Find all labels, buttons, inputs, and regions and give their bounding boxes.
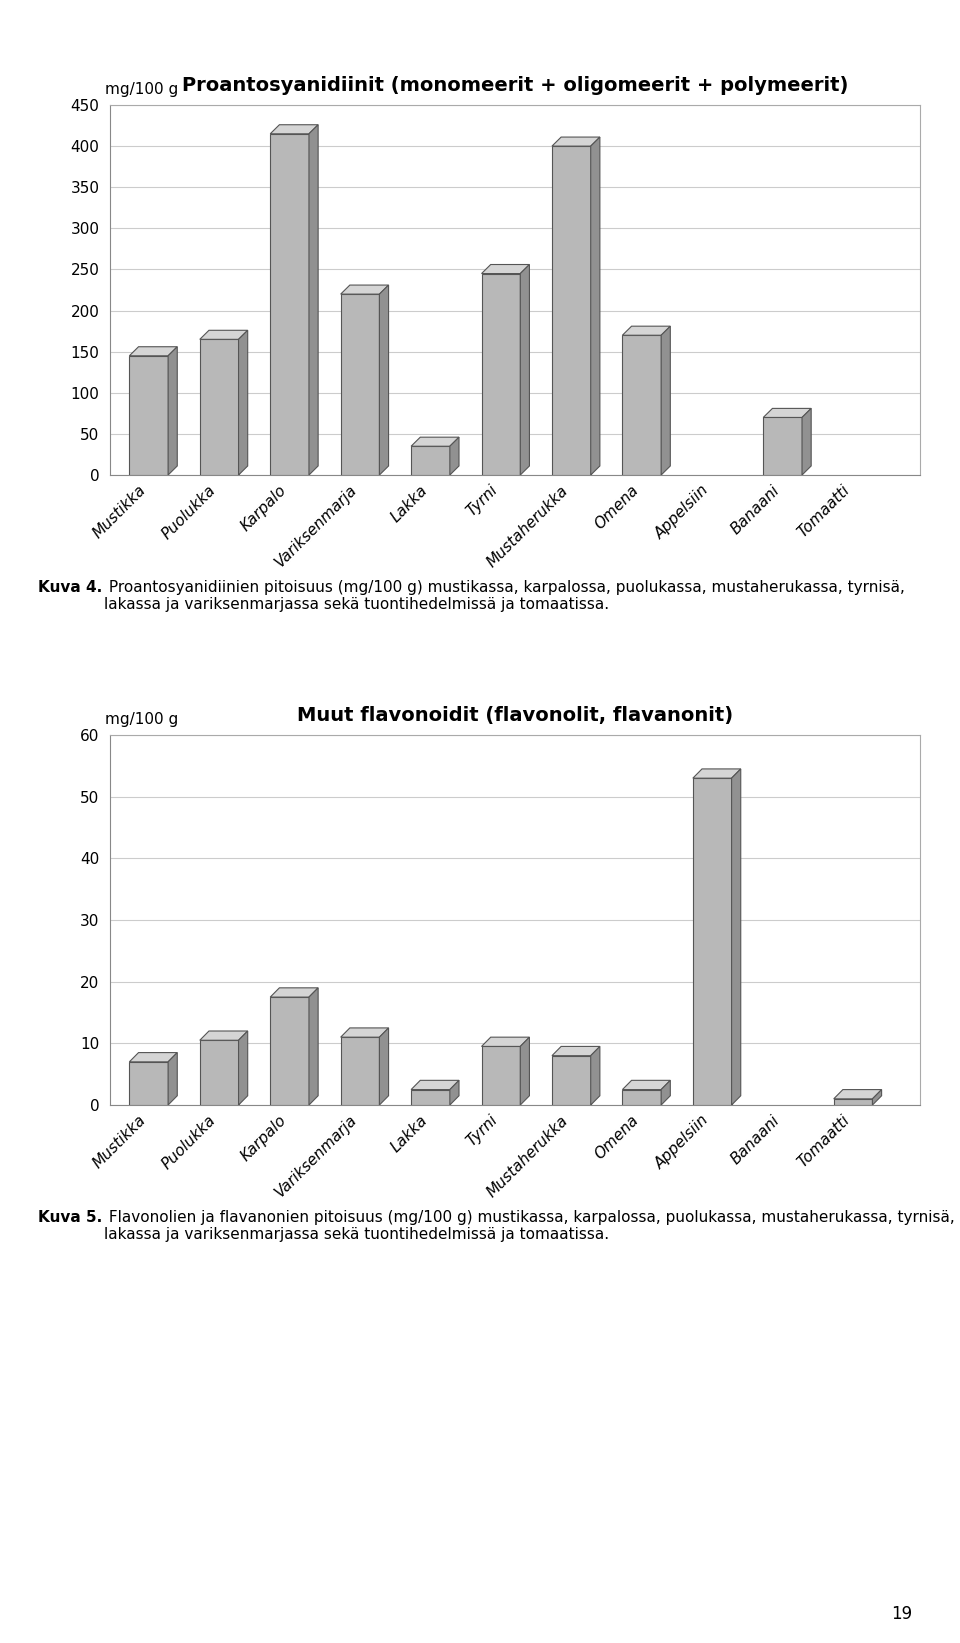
- Polygon shape: [168, 1053, 178, 1106]
- Polygon shape: [693, 769, 741, 779]
- Polygon shape: [552, 1047, 600, 1056]
- Bar: [833, 1099, 873, 1106]
- Polygon shape: [732, 769, 741, 1106]
- Polygon shape: [590, 136, 600, 475]
- Polygon shape: [341, 286, 389, 294]
- Polygon shape: [130, 347, 178, 357]
- Polygon shape: [130, 1053, 178, 1061]
- Text: Kuva 4.: Kuva 4.: [38, 580, 103, 595]
- Bar: [411, 1089, 450, 1106]
- Bar: [200, 1040, 238, 1106]
- Polygon shape: [238, 330, 248, 475]
- Bar: [341, 1037, 379, 1106]
- Polygon shape: [309, 987, 318, 1106]
- Text: mg/100 g: mg/100 g: [106, 711, 179, 726]
- Polygon shape: [270, 125, 318, 133]
- Polygon shape: [411, 437, 459, 447]
- Polygon shape: [270, 987, 318, 997]
- Polygon shape: [379, 1029, 389, 1106]
- Bar: [482, 273, 520, 475]
- Polygon shape: [450, 1081, 459, 1106]
- Polygon shape: [309, 125, 318, 475]
- Polygon shape: [873, 1089, 881, 1106]
- Polygon shape: [238, 1032, 248, 1106]
- Bar: [763, 417, 802, 475]
- Text: Flavonolien ja flavanonien pitoisuus (mg/100 g) mustikassa, karpalossa, puolukas: Flavonolien ja flavanonien pitoisuus (mg…: [104, 1209, 954, 1242]
- Polygon shape: [661, 327, 670, 475]
- Bar: [341, 294, 379, 475]
- Bar: [130, 357, 168, 475]
- Bar: [552, 1056, 590, 1106]
- Bar: [270, 133, 309, 475]
- Polygon shape: [450, 437, 459, 475]
- Polygon shape: [833, 1089, 881, 1099]
- Polygon shape: [520, 1037, 529, 1106]
- Polygon shape: [482, 265, 529, 273]
- Text: 19: 19: [891, 1605, 912, 1623]
- Bar: [622, 1089, 661, 1106]
- Text: mg/100 g: mg/100 g: [106, 82, 179, 97]
- Bar: [200, 340, 238, 475]
- Polygon shape: [200, 1032, 248, 1040]
- Polygon shape: [622, 1081, 670, 1089]
- Polygon shape: [411, 1081, 459, 1089]
- Bar: [482, 1047, 520, 1106]
- Title: Proantosyanidiinit (monomeerit + oligomeerit + polymeerit): Proantosyanidiinit (monomeerit + oligome…: [181, 76, 849, 95]
- Polygon shape: [763, 409, 811, 417]
- Polygon shape: [552, 136, 600, 146]
- Title: Muut flavonoidit (flavonolit, flavanonit): Muut flavonoidit (flavonolit, flavanonit…: [297, 706, 733, 725]
- Polygon shape: [520, 265, 529, 475]
- Text: Proantosyanidiinien pitoisuus (mg/100 g) mustikassa, karpalossa, puolukassa, mus: Proantosyanidiinien pitoisuus (mg/100 g)…: [104, 580, 904, 613]
- Polygon shape: [200, 330, 248, 340]
- Bar: [130, 1061, 168, 1106]
- Text: Kuva 5.: Kuva 5.: [38, 1209, 103, 1226]
- Polygon shape: [802, 409, 811, 475]
- Bar: [552, 146, 590, 475]
- Polygon shape: [482, 1037, 529, 1047]
- Polygon shape: [590, 1047, 600, 1106]
- Polygon shape: [379, 286, 389, 475]
- Polygon shape: [622, 327, 670, 335]
- Bar: [270, 997, 309, 1106]
- Bar: [622, 335, 661, 475]
- Polygon shape: [661, 1081, 670, 1106]
- Polygon shape: [341, 1029, 389, 1037]
- Polygon shape: [168, 347, 178, 475]
- Bar: [693, 779, 732, 1106]
- Bar: [411, 447, 450, 475]
